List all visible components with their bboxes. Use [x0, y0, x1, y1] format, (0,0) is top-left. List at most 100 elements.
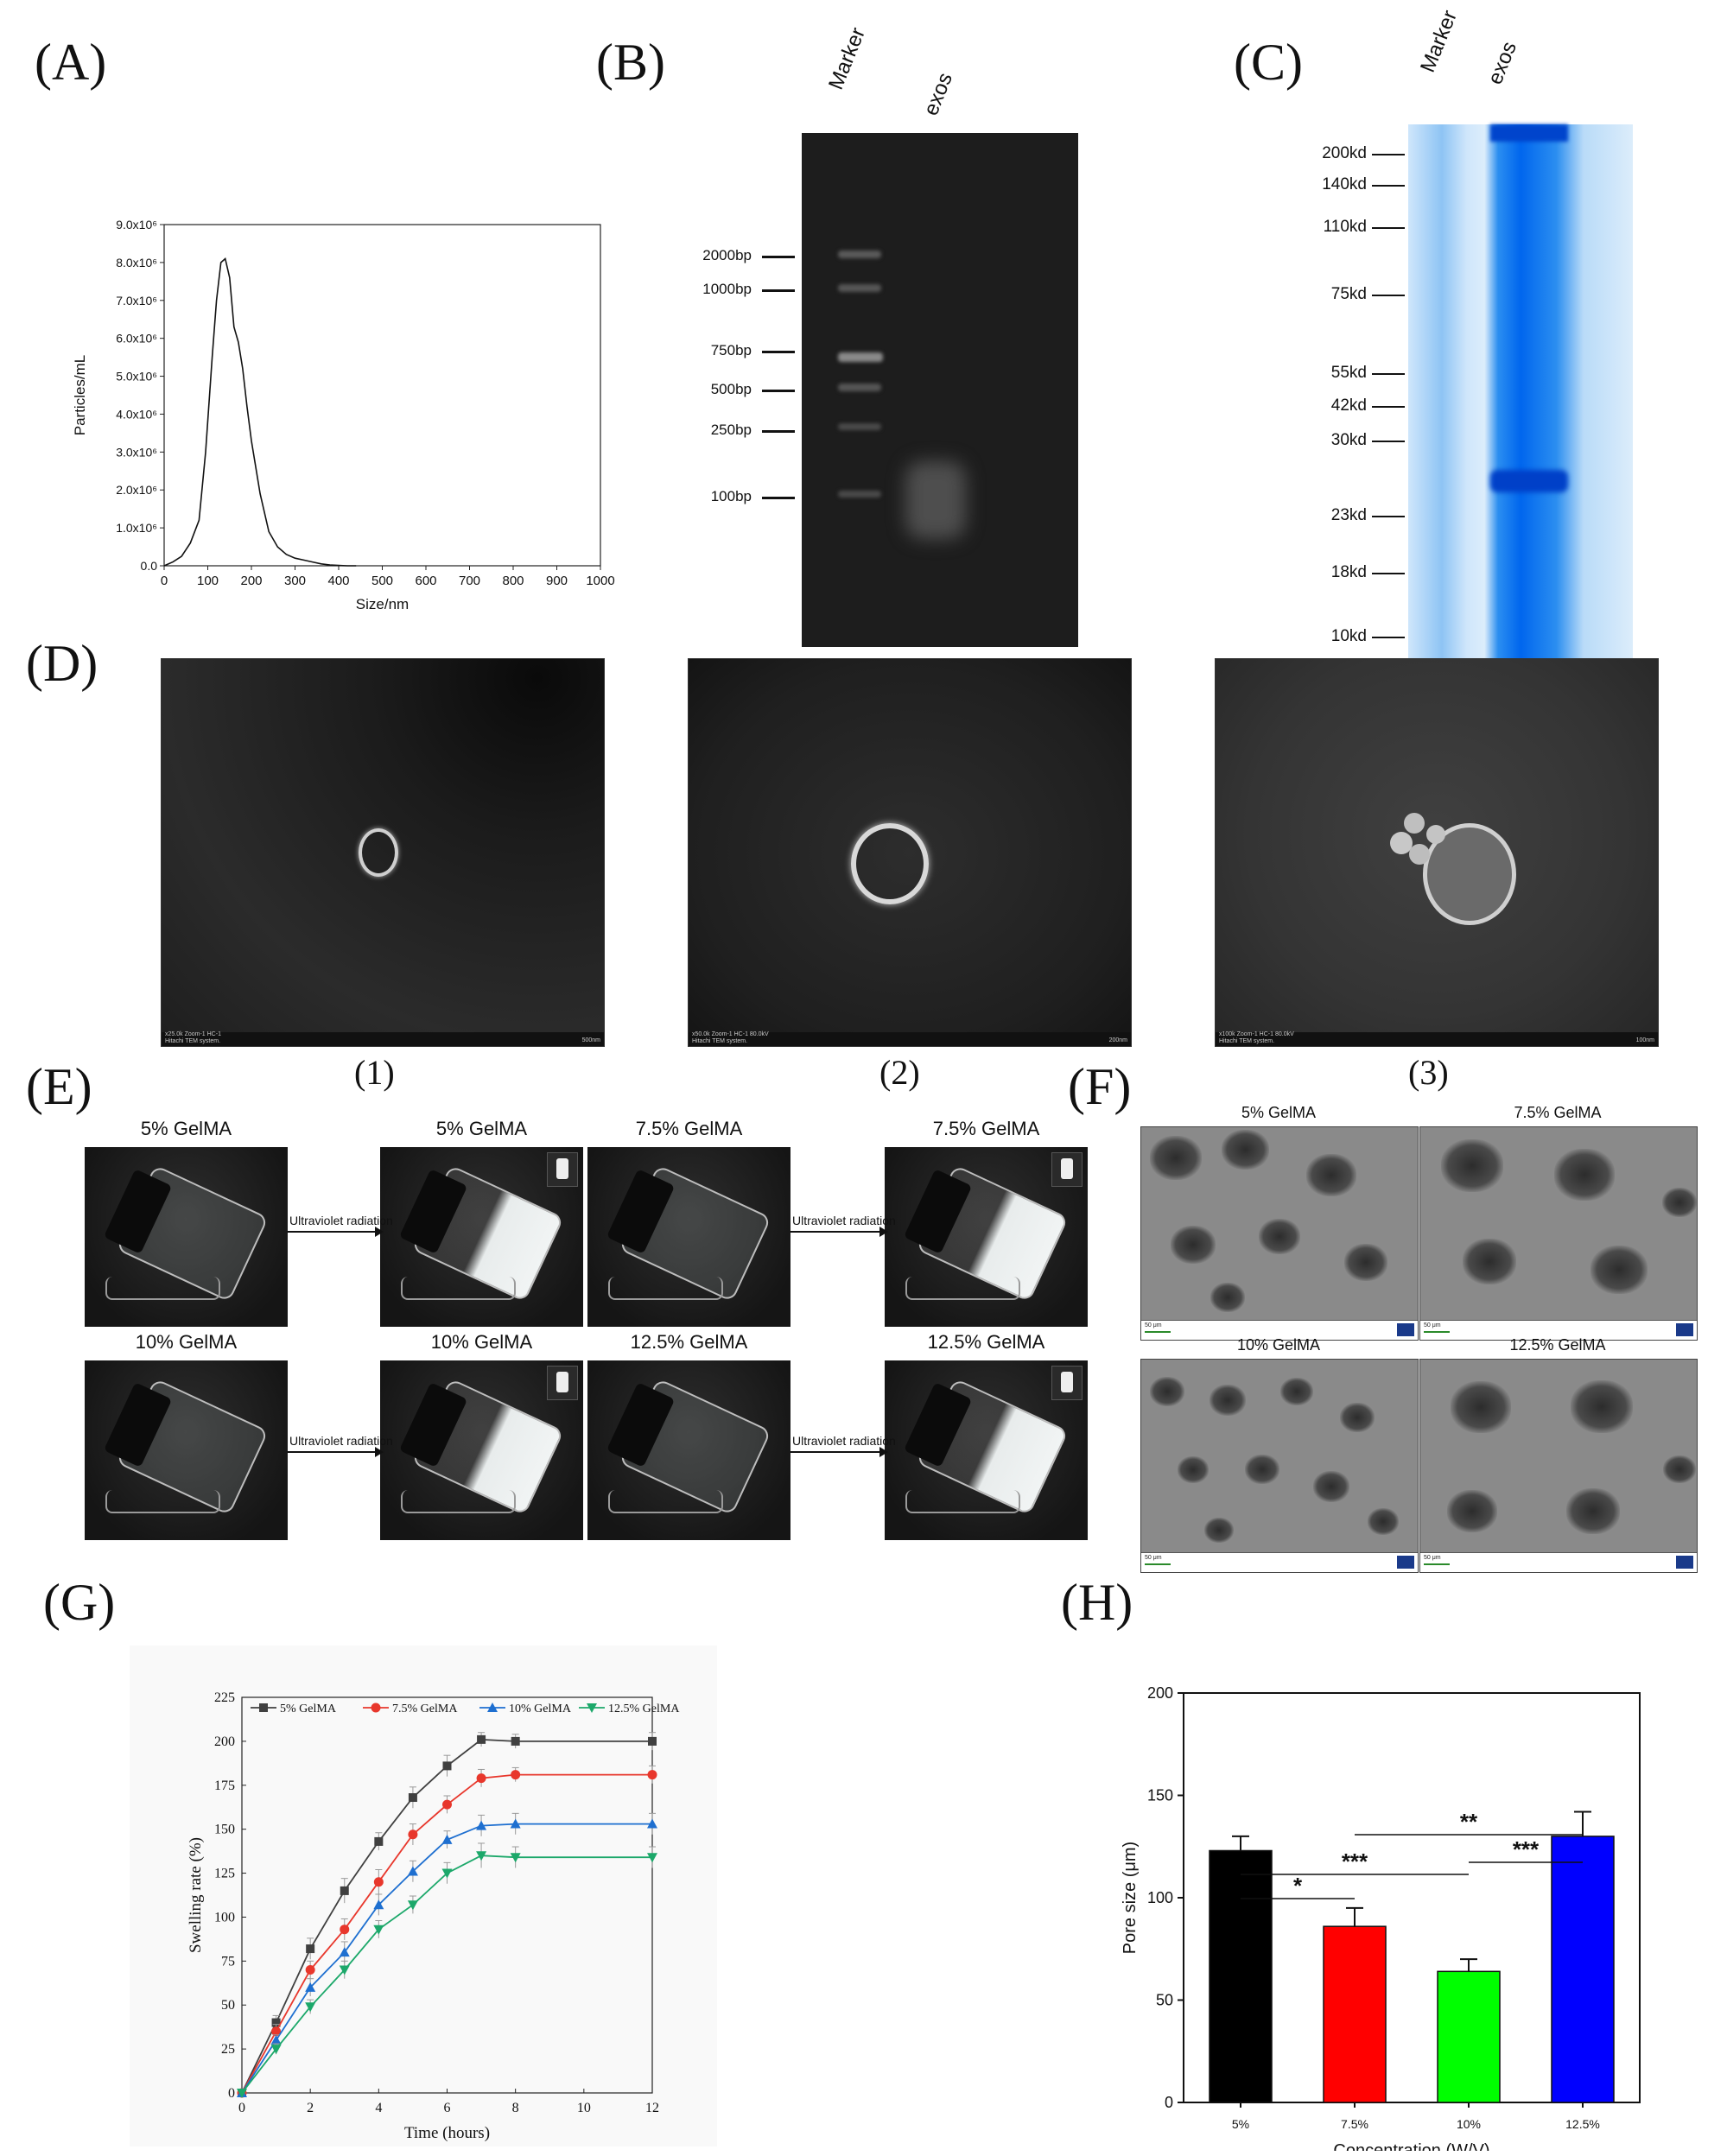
y-tick-label: 0.0 [141, 559, 158, 573]
panel-label-g: (G) [43, 1574, 116, 1631]
x-tick-label: 0 [161, 574, 168, 588]
sem-pore [1204, 1518, 1234, 1543]
x-tick-label: 6 [444, 2101, 451, 2115]
data-point [270, 2045, 282, 2055]
sem-pore [1441, 1139, 1503, 1193]
gel-c-band-label: 30kd [1330, 431, 1367, 449]
gel-c-band-label: 42kd [1330, 396, 1367, 415]
sem-pore [1221, 1129, 1269, 1170]
bar [1551, 1836, 1615, 2103]
y-tick-label: 75 [221, 1954, 235, 1969]
gelma-vial-photo [380, 1360, 583, 1540]
y-tick-label: 9.0x10⁶ [116, 218, 157, 231]
series-line [241, 1823, 652, 2094]
x-tick-label: 700 [459, 574, 480, 588]
gel-c-lane-marker: Marker [1416, 7, 1463, 76]
gel-c-band-tick [1372, 373, 1405, 375]
data-point [476, 1773, 486, 1784]
sem-pore [1150, 1377, 1184, 1406]
sem-info-bar: 50 μm [1420, 1320, 1697, 1340]
y-tick-label: 6.0x10⁶ [116, 332, 157, 346]
inverted-vial-inset [547, 1152, 578, 1187]
gel-b-band-tick [762, 256, 795, 258]
significance-label: ** [1460, 1809, 1478, 1835]
y-tick-label: 150 [1147, 1787, 1173, 1804]
tem-image-1: x25.0k Zoom-1 HC-1 Hitachi TEM system. 50… [161, 658, 605, 1047]
data-point [237, 2089, 247, 2098]
gel-b-lane-marker: Marker [824, 24, 871, 93]
gel-c-band-tick [1372, 227, 1405, 229]
gelma-label: 10% GelMA [135, 1331, 238, 1353]
tem-3-scale: 100nm [1635, 1037, 1654, 1043]
sem-pore [1344, 1244, 1387, 1281]
gel-c-band-label: 140kd [1322, 175, 1367, 193]
series-line [241, 1855, 652, 2094]
sem-image: 50 μm [1419, 1359, 1698, 1573]
data-point [647, 1818, 657, 1829]
gelma-vial-photo [85, 1147, 288, 1327]
y-axis-label: Particles/mL [72, 355, 88, 436]
wire-stand [105, 1489, 220, 1513]
data-point [510, 1853, 521, 1863]
gel-b-band-tick [762, 390, 795, 392]
panel-label-f: (F) [1068, 1058, 1132, 1115]
sem-image: 50 μm [1140, 1359, 1419, 1573]
sem-scale-label: 50 μm [1424, 1322, 1441, 1328]
y-tick-label: 0 [1165, 2094, 1173, 2111]
data-point [305, 2002, 316, 2013]
data-point [339, 1965, 350, 1975]
sem-scale-bar [1145, 1563, 1171, 1565]
legend-marker [587, 1703, 597, 1713]
uv-arrow-label: Ultraviolet radiation [792, 1434, 896, 1448]
y-tick-label: 125 [214, 1867, 235, 1881]
nta-size-chart: 0 100 200 300 400 500 600 700 800 900 1000 0.0 1.0x1… [72, 218, 615, 612]
bar [1437, 1970, 1501, 2103]
x-tick-label: 0 [238, 2101, 245, 2115]
y-tick-label: 50 [1156, 1992, 1173, 2009]
tem-image-2: x50.0k Zoom-1 HC-1 80.0kV Hitachi TEM sys… [688, 658, 1132, 1047]
series-line [241, 1738, 652, 2094]
bar [1323, 1925, 1387, 2103]
x-axis-label: Concentration (W/V) [1333, 2141, 1489, 2151]
x-tick-label: 500 [371, 574, 393, 588]
data-point [270, 2034, 282, 2045]
sem-logo [1397, 1323, 1414, 1336]
sem-label: 5% GelMA [1241, 1104, 1317, 1121]
gel-c-band-label: 110kd [1323, 218, 1367, 236]
y-tick-label: 25 [221, 2042, 235, 2057]
x-tick-label: 5% [1232, 2117, 1249, 2131]
legend-label: 10% GelMA [509, 1703, 572, 1715]
legend-marker [371, 1703, 381, 1713]
sem-scale-bar [1424, 1563, 1450, 1565]
sem-pore [1451, 1381, 1511, 1433]
gel-c-band-label: 55kd [1330, 364, 1367, 382]
x-tick-label: 12.5% [1565, 2117, 1600, 2131]
gel-b-band-label: 250bp [710, 422, 752, 438]
data-point [511, 1736, 520, 1746]
y-tick-label: 2.0x10⁶ [116, 483, 157, 497]
sem-pore [1178, 1456, 1209, 1483]
data-point [441, 1834, 453, 1844]
x-tick-label: 12 [645, 2101, 659, 2115]
data-point [476, 1851, 487, 1861]
data-point [441, 1868, 453, 1879]
data-point [442, 1761, 452, 1771]
gelma-vial-photo [587, 1147, 790, 1327]
arrow-head [879, 1227, 888, 1237]
tem-caption-3: (3) [1408, 1053, 1449, 1092]
x-axis-label: Time (hours) [404, 2124, 490, 2142]
y-tick-label: 225 [214, 1690, 235, 1705]
sem-pore [1306, 1154, 1356, 1197]
inverted-vial [556, 1372, 568, 1392]
gelma-vial-photo [85, 1360, 288, 1540]
y-tick-label: 3.0x10⁶ [116, 445, 157, 459]
gelma-vial-photo [885, 1147, 1088, 1327]
sem-pore [1663, 1455, 1696, 1484]
data-point [339, 1947, 350, 1957]
sem-image: 50 μm [1419, 1126, 1698, 1341]
inverted-vial-inset [547, 1366, 578, 1400]
gelma-label: 7.5% GelMA [635, 1118, 743, 1139]
protein-gel-image [1408, 124, 1633, 703]
uv-arrow [288, 1447, 384, 1457]
significance-label: * [1293, 1873, 1303, 1899]
